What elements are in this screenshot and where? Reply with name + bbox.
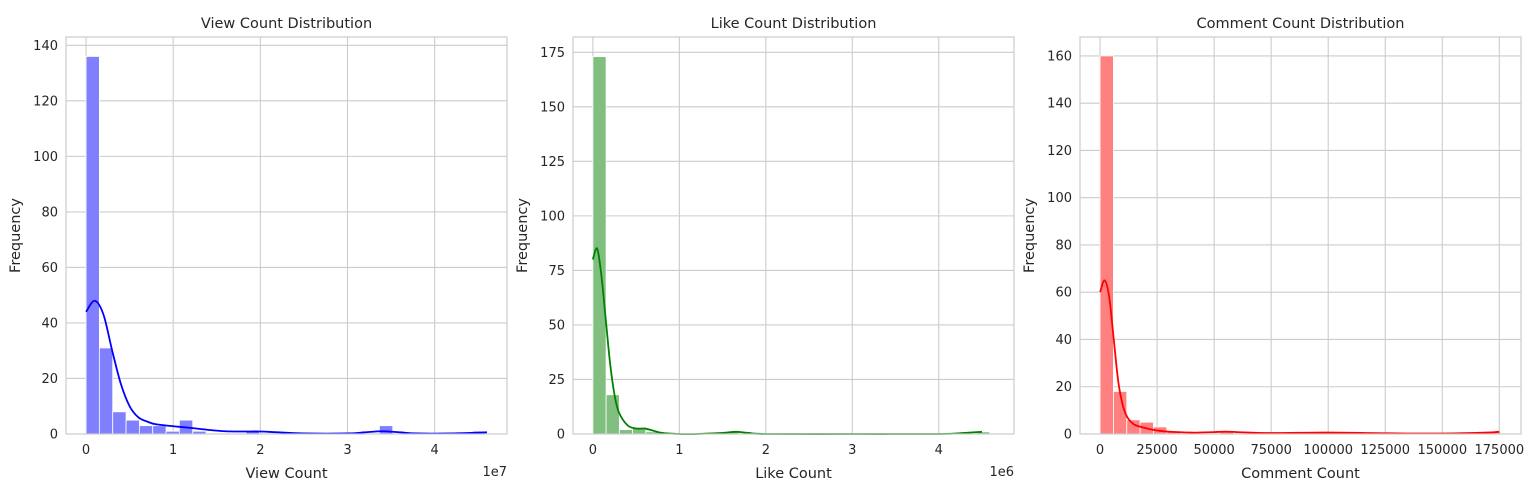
histogram-bar: [85, 56, 100, 435]
x-tick-label: 1: [675, 443, 683, 458]
y-tick-label: 150: [540, 100, 565, 115]
x-tick-label: 3: [848, 443, 856, 458]
histogram-bar: [98, 347, 114, 435]
x-tick-label: 75000: [1251, 443, 1292, 458]
axes-frame: [65, 36, 508, 435]
y-tick-label: 50: [548, 318, 565, 333]
x-tick-label: 0: [82, 443, 90, 458]
y-tick-label: 100: [540, 209, 565, 224]
y-axis-label: Frequency: [8, 198, 24, 273]
y-tick-label: 60: [41, 261, 58, 276]
histogram-bar: [618, 429, 633, 435]
y-tick-label: 120: [33, 94, 58, 109]
y-tick-label: 40: [1055, 333, 1072, 348]
x-tick-label: 125000: [1360, 443, 1410, 458]
chart-title: Comment Count Distribution: [1197, 16, 1405, 32]
histogram-bar: [592, 56, 607, 435]
x-tick-label: 0: [589, 443, 597, 458]
x-tick-label: 25000: [1136, 443, 1177, 458]
chart-panel-2: 0 1 2 3 4 0 25 50 75 100 125 150 175 Like Count Distr…: [515, 16, 1015, 482]
x-axis-offset-text: 1e6: [989, 465, 1014, 480]
histogram-bar: [138, 425, 154, 435]
axes-frame: [1079, 36, 1522, 435]
y-tick-label: 100: [1047, 191, 1072, 206]
x-axis-label: Comment Count: [1241, 466, 1360, 482]
y-tick-label: 25: [548, 373, 565, 388]
axes-frame: [572, 36, 1015, 435]
y-axis-label: Frequency: [515, 198, 531, 273]
y-tick-label: 75: [548, 264, 565, 279]
y-tick-label: 140: [1047, 97, 1072, 112]
x-tick-label: 4: [431, 443, 439, 458]
y-tick-label: 0: [557, 428, 565, 443]
histogram-bar: [112, 411, 127, 435]
y-tick-label: 125: [540, 155, 565, 170]
y-tick-label: 0: [50, 428, 58, 443]
x-tick-label: 4: [935, 443, 943, 458]
y-tick-label: 140: [33, 39, 58, 54]
kde-curve: [85, 299, 487, 435]
histogram-bar: [125, 419, 140, 435]
x-tick-label: 2: [256, 443, 264, 458]
x-tick-label: 100000: [1303, 443, 1353, 458]
histogram-bar: [152, 425, 167, 435]
y-tick-label: 160: [1047, 49, 1072, 64]
x-tick-label: 2: [762, 443, 770, 458]
x-tick-label: 50000: [1193, 443, 1234, 458]
x-tick-label: 150000: [1417, 443, 1467, 458]
y-axis-label: Frequency: [1022, 198, 1038, 273]
x-tick-label: 1: [169, 443, 177, 458]
chart-title: View Count Distribution: [201, 16, 372, 32]
histogram-bars: [85, 56, 487, 435]
histogram-bar: [605, 394, 620, 435]
x-axis-label: View Count: [245, 466, 327, 482]
y-tick-label: 60: [1055, 286, 1072, 301]
x-tick-label: 0: [1096, 443, 1104, 458]
histogram-bar: [1099, 55, 1114, 435]
y-tick-label: 80: [1055, 238, 1072, 253]
y-tick-label: 175: [540, 46, 565, 61]
x-tick-label: 175000: [1475, 443, 1525, 458]
kde-curve: [1099, 279, 1500, 435]
x-axis-offset-text: 1e7: [482, 465, 507, 480]
y-tick-label: 0: [1064, 428, 1072, 443]
x-tick-label: 3: [343, 443, 351, 458]
kde-curve: [592, 247, 983, 436]
y-tick-label: 80: [41, 205, 58, 220]
y-tick-label: 120: [1047, 144, 1072, 159]
y-tick-label: 20: [1055, 380, 1072, 395]
histogram-bar: [379, 425, 394, 435]
y-tick-label: 100: [33, 150, 58, 165]
histogram-bars: [592, 56, 991, 435]
x-axis-label: Like Count: [755, 466, 832, 482]
y-tick-label: 40: [41, 316, 58, 331]
chart-title: Like Count Distribution: [711, 16, 877, 32]
y-tick-label: 20: [41, 372, 58, 387]
chart-panel-3: 0 25000 50000 75000 100000 125000 150000 175000…: [1022, 16, 1524, 482]
